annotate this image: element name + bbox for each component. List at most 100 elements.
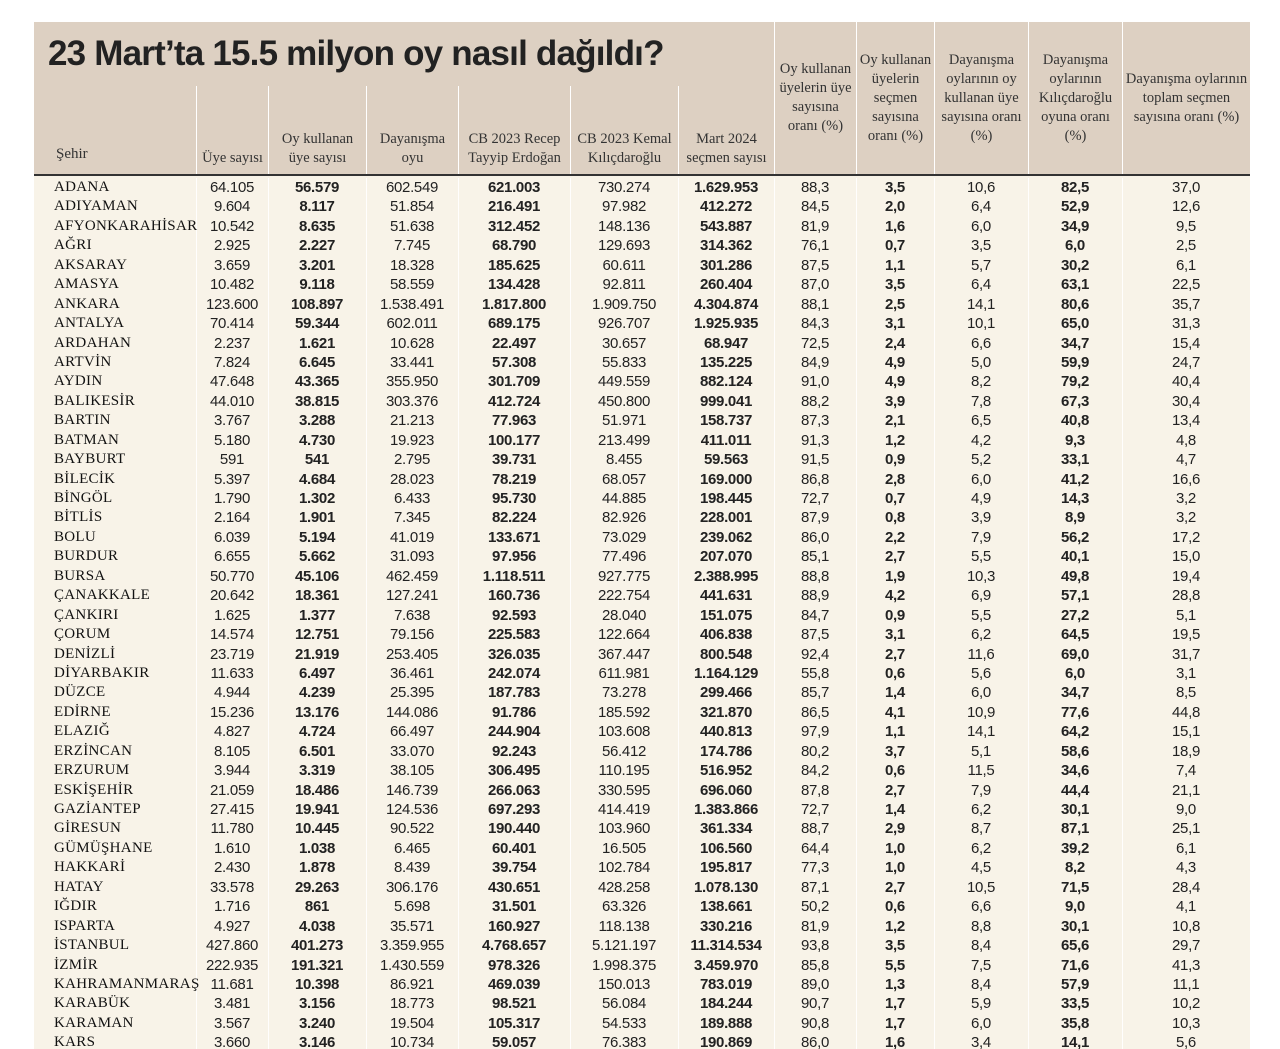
table-row: KARABÜK 3.481 3.156 18.773 98.521 56.084 184.2… — [34, 994, 1250, 1013]
cell-oy-kullanan: 1.878 — [298, 859, 336, 877]
cell-erdogan: 216.491 — [487, 198, 541, 216]
cell-oran1: 50,2 — [801, 898, 829, 916]
cell-oran3: 7,5 — [971, 956, 991, 974]
cell-erdogan: 97.956 — [491, 548, 537, 566]
cell-kilicdaroglu: 118.138 — [598, 917, 650, 935]
cell-uye: 11.681 — [210, 975, 254, 993]
cell-erdogan: 244.904 — [487, 723, 541, 741]
cell-uye: 3.660 — [213, 1034, 251, 1049]
cell-kilicdaroglu: 51.971 — [601, 412, 647, 430]
cell-uye: 10.482 — [209, 276, 255, 294]
cell-oran1: 88,8 — [801, 567, 829, 585]
cell-oran3: 4,5 — [971, 859, 991, 877]
cell-erdogan: 91.786 — [491, 703, 537, 721]
cell-kilicdaroglu: 73.029 — [601, 528, 647, 546]
cell-oran5: 4,1 — [1176, 898, 1196, 916]
cell-mart2024: 696.060 — [699, 781, 753, 799]
cell-oran4: 80,6 — [1061, 295, 1089, 313]
cell-mart2024: 441.631 — [699, 587, 753, 605]
cell-oran5: 17,2 — [1172, 528, 1200, 546]
cell-mart2024: 321.870 — [699, 703, 753, 721]
cell-oran3: 5,5 — [971, 606, 991, 624]
cell-oran5: 28,8 — [1172, 587, 1200, 605]
cell-oran1: 84,9 — [801, 353, 829, 371]
cell-oran3: 10,9 — [967, 703, 995, 721]
cell-dayanisma: 28.023 — [389, 470, 435, 488]
cell-oy-kullanan: 18.361 — [294, 587, 340, 605]
table-row: ADIYAMAN 9.604 8.117 51.854 216.491 97.982 412… — [34, 197, 1250, 216]
cell-uye: 2.237 — [213, 334, 251, 352]
cell-oran5: 4,3 — [1176, 859, 1196, 877]
cell-mart2024: 138.661 — [699, 898, 753, 916]
cell-oran3: 8,2 — [971, 373, 991, 391]
table-row: GÜMÜŞHANE 1.610 1.038 6.465 60.401 16.505 106.… — [34, 839, 1250, 858]
cell-oy-kullanan: 108.897 — [290, 295, 344, 313]
cell-erdogan: 22.497 — [491, 334, 537, 352]
cell-oran4: 58,6 — [1061, 742, 1089, 760]
cell-uye: 10.542 — [209, 217, 255, 235]
cell-mart2024: 1.925.935 — [693, 315, 759, 333]
cell-oran4: 65,6 — [1061, 937, 1089, 955]
cell-uye: 3.659 — [213, 256, 251, 274]
cell-oran3: 6,2 — [971, 801, 991, 818]
cell-erdogan: 92.243 — [491, 742, 537, 760]
cell-oran4: 33,5 — [1061, 995, 1089, 1013]
cell-kilicdaroglu: 28.040 — [601, 606, 647, 624]
cell-oran3: 5,6 — [971, 664, 991, 682]
cell-mart2024: 406.838 — [699, 626, 753, 644]
cell-erdogan: 225.583 — [487, 626, 541, 644]
cell-mart2024: 151.075 — [699, 606, 753, 624]
cell-oran5: 6,1 — [1176, 256, 1196, 274]
cell-oran4: 40,8 — [1061, 412, 1089, 430]
cell-erdogan: 4.768.657 — [481, 937, 547, 955]
cell-oran3: 3,9 — [971, 509, 991, 527]
cell-kilicdaroglu: 77.496 — [601, 548, 647, 566]
cell-dayanisma: 1.538.491 — [379, 295, 445, 313]
cell-uye: 6.655 — [213, 548, 251, 566]
cell-oy-kullanan: 6.501 — [298, 742, 336, 760]
cell-oran4: 49,8 — [1061, 567, 1089, 585]
cell-dayanisma: 90.522 — [389, 820, 435, 838]
cell-oran2: 1,2 — [885, 431, 905, 449]
cell-dayanisma: 8.439 — [393, 859, 431, 877]
cell-oran2: 1,1 — [885, 256, 905, 274]
cell-kilicdaroglu: 73.278 — [601, 684, 647, 702]
cell-erdogan: 100.177 — [487, 431, 541, 449]
cell-oran2: 2,5 — [885, 295, 905, 313]
cell-oran5: 44,8 — [1172, 703, 1200, 721]
cell-oy-kullanan: 6.645 — [298, 353, 336, 371]
cell-oran2: 2,7 — [885, 781, 905, 799]
cell-mart2024: 198.445 — [699, 490, 753, 507]
cell-oran2: 4,9 — [885, 353, 905, 371]
cell-oran2: 2,7 — [885, 645, 905, 663]
cell-oran2: 0,9 — [885, 451, 905, 469]
cell-oran1: 84,3 — [801, 315, 829, 333]
cell-kilicdaroglu: 611.981 — [598, 664, 650, 682]
cell-oran5: 11,1 — [1172, 975, 1200, 993]
cell-oran2: 0,8 — [885, 509, 905, 527]
table-row: ÇANAKKALE 20.642 18.361 127.241 160.736 222.7… — [34, 586, 1250, 605]
cell-oran3: 3,4 — [971, 1034, 991, 1049]
cell-erdogan: 39.754 — [491, 859, 537, 877]
cell-kilicdaroglu: 97.982 — [601, 198, 647, 216]
cell-oran5: 29,7 — [1172, 937, 1200, 955]
table-row: ÇANKIRI 1.625 1.377 7.638 92.593 28.040 151.07… — [34, 606, 1250, 625]
cell-mart2024: 1.383.866 — [693, 801, 759, 818]
cell-oran5: 10,8 — [1172, 917, 1200, 935]
cell-oy-kullanan: 3.288 — [298, 412, 336, 430]
cell-kilicdaroglu: 926.707 — [597, 315, 651, 333]
cell-oran2: 4,1 — [885, 703, 905, 721]
cell-uye: 70.414 — [209, 315, 255, 333]
cell-oran2: 4,2 — [885, 587, 905, 605]
cell-oran4: 82,5 — [1061, 179, 1089, 196]
cell-oran5: 2,5 — [1176, 237, 1196, 255]
cell-mart2024: 260.404 — [699, 276, 753, 294]
cell-oran1: 64,4 — [801, 839, 829, 857]
table-row: KAHRAMANMARAŞ 11.681 10.398 86.921 469.039 15… — [34, 975, 1250, 994]
cell-erdogan: 133.671 — [487, 528, 541, 546]
cell-erdogan: 190.440 — [487, 820, 541, 838]
cell-sehir: AKSARAY — [54, 256, 128, 273]
cell-erdogan: 697.293 — [487, 801, 541, 818]
cell-kilicdaroglu: 428.258 — [597, 878, 651, 896]
cell-erdogan: 92.593 — [491, 606, 537, 624]
